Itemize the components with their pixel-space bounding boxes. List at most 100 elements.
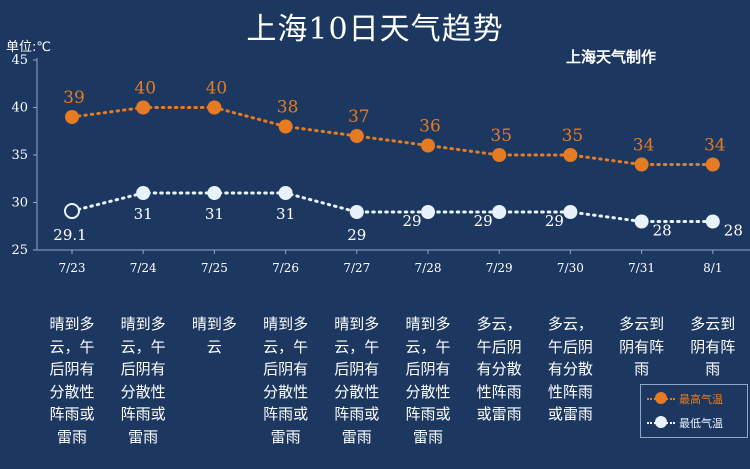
weather-desc-line: 晴到多: [263, 315, 309, 333]
legend-label-high: 最高气温: [679, 393, 723, 406]
legend-item-high: 最高气温: [641, 387, 747, 411]
weather-desc-line: 后阴有: [334, 360, 380, 378]
weather-desc-line: 多云到: [690, 315, 736, 333]
weather-desc-7-24: 晴到多 云，午 后阴有 分散性 阵雨或 雷雨: [110, 313, 176, 448]
weather-desc-line: 晴到多: [334, 315, 380, 333]
low-point: [64, 203, 80, 220]
weather-desc-7-27: 晴到多云，午后阴有分散性阵雨或雷雨: [324, 313, 390, 448]
weather-desc-line: 阵雨或: [49, 405, 95, 423]
weather-desc-line: 分散性: [405, 382, 451, 401]
weather-desc-line: 晴到多: [120, 315, 166, 333]
high-point: [563, 148, 578, 162]
high-data-label: 34: [704, 136, 726, 156]
high-point: [349, 129, 364, 143]
weather-desc-line: 雷雨: [270, 427, 301, 446]
y-tick-label: 25: [11, 243, 28, 258]
weather-desc-line: 后阴有: [49, 360, 95, 378]
legend-item-low: 最低气温: [641, 411, 747, 435]
x-tick-label: 7/27: [343, 261, 370, 275]
high-point: [705, 157, 720, 172]
high-point: [207, 100, 222, 115]
x-tick-label: 7/28: [415, 261, 442, 275]
high-data-label: 40: [206, 79, 228, 99]
weather-desc-line: 雷雨: [412, 427, 443, 446]
weather-desc-line: 分散性: [334, 382, 380, 401]
weather-desc-7-23: 晴到多 云，午 后阴有 分散性 阵雨或 雷雨: [39, 313, 105, 448]
x-tick-label: 7/26: [272, 261, 299, 275]
high-data-label: 39: [63, 88, 85, 108]
low-point: [705, 214, 720, 229]
high-data-label: 35: [562, 126, 584, 146]
legend-dot-low: [655, 416, 667, 428]
weather-desc-line: 有分散: [476, 360, 522, 378]
weather-desc-7-26: 晴到多云，午后阴有分散性阵雨或雷雨: [253, 313, 319, 448]
chart-title: 上海10日天气趋势: [246, 12, 504, 47]
y-tick-label: 30: [11, 196, 28, 211]
weather-desc-line: 晴到多: [49, 315, 95, 333]
high-point: [421, 138, 435, 153]
weather-desc-line: 阴有阵: [690, 337, 736, 356]
weather-desc-line: 阵雨或: [263, 405, 309, 423]
weather-desc-line: 雨: [634, 360, 650, 378]
unit-label: 单位:℃: [6, 40, 51, 55]
weather-desc-line: 分散性: [49, 382, 95, 401]
weather-desc-7-29: 多云， 午后阴 有分散 性阵雨 或雷雨: [466, 313, 532, 426]
legend-dot-high: [655, 392, 667, 404]
x-tick-label: 7/30: [557, 261, 584, 275]
low-data-label: 31: [134, 205, 153, 223]
low-point: [207, 186, 222, 200]
low-data-label: 29: [402, 212, 421, 230]
low-point: [421, 205, 435, 219]
weather-desc-line: 雷雨: [128, 427, 159, 446]
x-tick-label: 7/25: [201, 261, 228, 275]
weather-desc-line: 或雷雨: [476, 405, 522, 423]
low-data-label: 29: [545, 212, 564, 230]
weather-desc-line: 阵雨或: [405, 405, 451, 423]
weather-desc-line: 阵雨或: [120, 405, 166, 423]
weather-desc-line: 多云到: [619, 315, 665, 333]
weather-desc-8-1: 多云到 阴有阵雨: [680, 313, 746, 381]
low-data-label: 31: [276, 205, 295, 223]
high-data-label: 35: [490, 126, 512, 146]
x-tick-label: 7/24: [130, 261, 157, 275]
high-data-label: 34: [633, 136, 655, 156]
y-tick-label: 35: [11, 148, 28, 163]
legend: 最高气温 最低气温: [640, 384, 748, 438]
low-point: [136, 186, 151, 200]
low-data-label: 28: [724, 222, 743, 240]
low-line: [70, 191, 715, 223]
high-point: [492, 148, 507, 162]
weather-desc-line: 云，午: [263, 337, 309, 356]
weather-desc-line: 阴有阵: [619, 337, 665, 356]
y-tick-label: 40: [11, 101, 28, 116]
x-tick-label: 8/1: [703, 261, 722, 275]
weather-desc-line: 性阵雨: [547, 382, 593, 401]
high-data-label: 38: [277, 98, 299, 118]
weather-desc-line: 或雷雨: [547, 405, 593, 423]
high-point: [65, 110, 79, 124]
weather-desc-line: 云，午: [405, 337, 451, 356]
weather-desc-line: 晴到多: [191, 315, 237, 333]
weather-desc-line: 分散性: [263, 382, 309, 401]
low-data-label: 29: [474, 212, 493, 230]
weather-desc-line: 多云，: [547, 315, 593, 333]
weather-desc-line: 雷雨: [341, 427, 372, 446]
low-point: [492, 205, 507, 219]
weather-desc-line: 阵雨或: [334, 405, 380, 423]
weather-desc-7-30: 多云， 午后阴 有分散 性阵雨 或雷雨: [537, 313, 603, 426]
weather-desc-line: 云，午: [49, 337, 95, 356]
high-point: [278, 119, 293, 134]
weather-desc-7-31: 多云到 阴有阵雨: [609, 313, 675, 381]
weather-desc-line: 云，午: [334, 337, 380, 356]
chart-axes: [36, 58, 750, 251]
high-data-label: 36: [419, 117, 441, 137]
low-data-label: 31: [205, 205, 224, 223]
weather-desc-line: 后阴有: [263, 360, 309, 378]
high-point: [136, 100, 151, 115]
high-data-label: 37: [348, 107, 370, 127]
low-point: [634, 214, 649, 229]
weather-desc-line: 晴到多: [405, 315, 451, 333]
weather-desc-line: 雨: [705, 360, 721, 378]
weather-desc-line: 性阵雨: [476, 382, 522, 401]
